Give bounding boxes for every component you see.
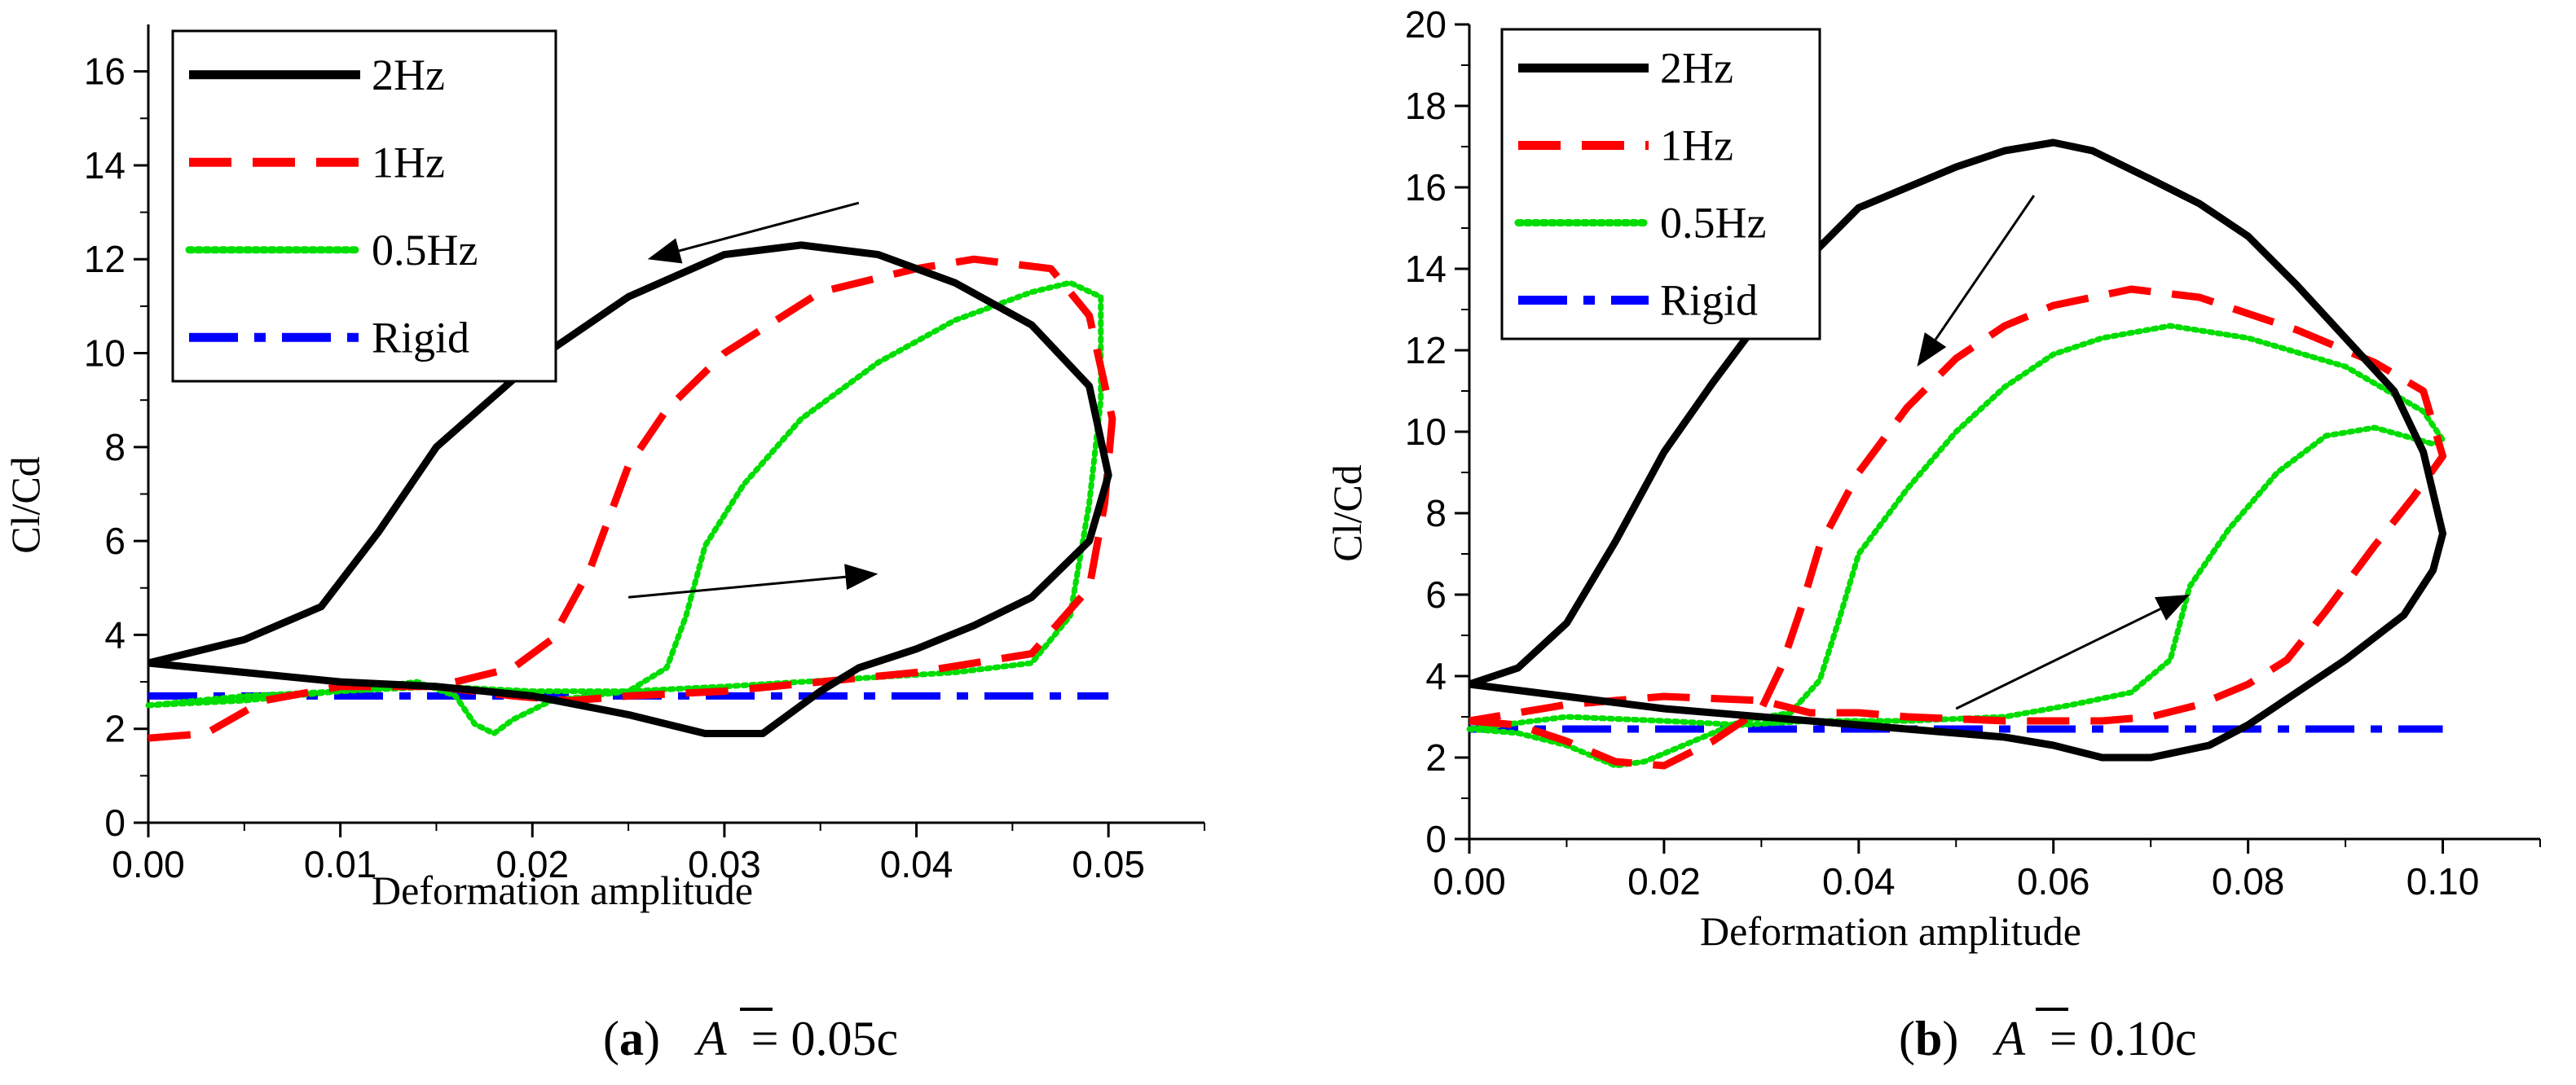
chart-panel-b: 0 2 4 6 8 10 12 14 16 18 20 0.00 0.02 0.04 0.06 0.08 0.1… — [1324, 3, 2541, 1065]
legend-box — [1500, 28, 1821, 340]
panel-caption: (a) A = 0.05c — [603, 1012, 898, 1065]
y-tick-label: 8 — [1425, 492, 1447, 534]
legend-label: 1Hz — [1660, 121, 1733, 170]
x-tick-label: 0.02 — [1627, 860, 1701, 903]
caption-letter: a — [619, 1012, 644, 1065]
legend: 2Hz 1Hz 0.5Hz Rigid — [1500, 28, 1821, 340]
y-tick-label: 4 — [104, 613, 125, 656]
legend-label: 2Hz — [1660, 44, 1733, 93]
x-tick-label: 0.00 — [112, 843, 185, 885]
direction-arrow — [647, 201, 860, 264]
y-tick-label: 10 — [1405, 411, 1447, 453]
series-line-1hz — [148, 255, 1116, 742]
x-axis-title: Deformation amplitude — [1700, 908, 2081, 954]
legend-label: 0.5Hz — [372, 226, 478, 275]
legend: 2Hz 1Hz 0.5Hz Rigid — [171, 29, 557, 383]
caption-value: = 0.05c — [751, 1012, 898, 1065]
series-line-1hz — [1469, 285, 2446, 770]
x-tick-label: 0.06 — [2017, 860, 2090, 903]
y-tick-label: 6 — [104, 520, 125, 562]
y-tick-label: 12 — [1405, 329, 1447, 371]
series-line-2hz — [147, 241, 1112, 737]
y-tick-label: 12 — [84, 238, 125, 280]
x-axis-title: Deformation amplitude — [372, 868, 753, 913]
y-tick-label: 16 — [84, 51, 125, 93]
panel-caption: (b) A = 0.10c — [1899, 1012, 2196, 1065]
y-tick-label: 18 — [1405, 85, 1447, 127]
series-line-0-5hz — [1466, 323, 2446, 769]
caption-symbol: A — [1992, 1012, 2025, 1065]
direction-arrow — [1917, 195, 2036, 367]
y-tick-label: 0 — [1425, 818, 1447, 860]
y-tick-label: 10 — [84, 332, 125, 375]
x-tick-label: 0.00 — [1433, 860, 1506, 903]
y-tick-label: 20 — [1405, 3, 1447, 46]
caption-value: = 0.10c — [2050, 1012, 2196, 1065]
x-tick-label: 0.02 — [496, 843, 570, 885]
legend-label: 0.5Hz — [1660, 199, 1766, 248]
x-tick-label: 0.03 — [688, 843, 761, 885]
direction-arrow — [1955, 595, 2190, 710]
x-tick-label: 0.10 — [2406, 860, 2480, 903]
x-tick-label: 0.01 — [304, 843, 377, 885]
x-tick-label: 0.04 — [1822, 860, 1896, 903]
y-tick-label: 6 — [1425, 573, 1447, 616]
legend-label: Rigid — [1660, 276, 1758, 325]
y-tick-label: 14 — [84, 144, 125, 187]
y-tick-label: 14 — [1405, 248, 1447, 290]
y-tick-label: 0 — [104, 802, 125, 844]
y-tick-label: 16 — [1405, 166, 1447, 209]
direction-arrow — [627, 564, 878, 599]
y-tick-label: 2 — [104, 708, 125, 750]
y-axis-title: Cl/Cd — [1324, 464, 1370, 561]
legend-label: 1Hz — [372, 138, 445, 187]
x-tick-label: 0.05 — [1072, 843, 1145, 885]
y-tick-label: 2 — [1425, 736, 1447, 779]
legend-label: Rigid — [372, 313, 469, 362]
chart-panel-a: 0 2 4 6 8 10 12 14 16 0.00 0.01 0.02 0.03 0.04 0.05 Def… — [2, 24, 1205, 1065]
y-tick-label: 8 — [104, 426, 125, 468]
caption-letter: b — [1915, 1012, 1942, 1065]
x-tick-label: 0.04 — [880, 843, 953, 885]
legend-box — [171, 29, 557, 383]
y-axis-title: Cl/Cd — [2, 456, 48, 553]
legend-label: 2Hz — [372, 51, 445, 99]
caption-symbol: A — [694, 1012, 727, 1065]
x-tick-label: 0.08 — [2212, 860, 2285, 903]
y-tick-label: 4 — [1425, 655, 1447, 697]
